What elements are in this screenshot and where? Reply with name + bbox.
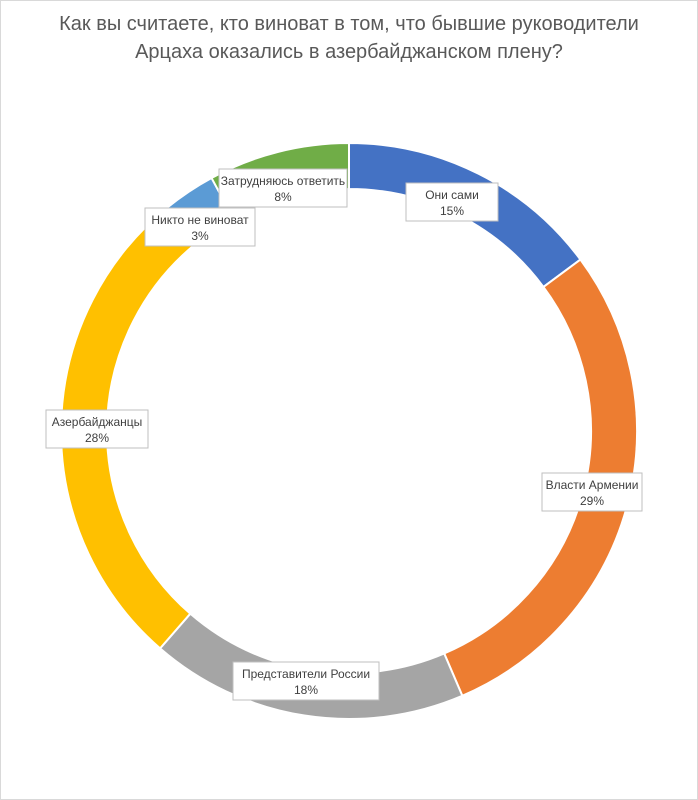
data-label-value: 3% bbox=[191, 229, 209, 243]
data-label-box bbox=[232, 661, 380, 701]
data-label-category: Власти Армении bbox=[546, 478, 639, 492]
data-label-category: Представители России bbox=[242, 667, 370, 681]
data-label-4: Азербайджанцы 28% bbox=[45, 409, 149, 449]
data-label-value: 15% bbox=[440, 204, 464, 218]
data-label-3: Представители России 18% bbox=[232, 661, 380, 701]
data-label-box bbox=[45, 409, 149, 449]
data-label-5: Никто не виноват 3% bbox=[144, 207, 256, 247]
chart-title-line-2: Арцаха оказались в азербайджанском плену… bbox=[135, 41, 563, 63]
data-label-6: Затрудняюсь ответить 8% bbox=[218, 168, 348, 208]
data-label-box bbox=[144, 207, 256, 247]
data-label-1: Они сами 15% bbox=[405, 182, 499, 222]
chart-title: Как вы считаете, кто виноват в том, что … bbox=[0, 10, 698, 66]
chart-title-line-1: Как вы считаете, кто виноват в том, что … bbox=[59, 13, 639, 35]
data-label-category: Затрудняюсь ответить bbox=[221, 174, 345, 188]
data-label-box bbox=[218, 168, 348, 208]
data-label-value: 29% bbox=[580, 494, 604, 508]
data-label-value: 18% bbox=[294, 683, 318, 697]
data-label-box bbox=[405, 182, 499, 222]
data-label-category: Азербайджанцы bbox=[52, 415, 143, 429]
data-label-value: 28% bbox=[85, 431, 109, 445]
data-label-value: 8% bbox=[274, 190, 292, 204]
data-label-2: Власти Армении 29% bbox=[541, 472, 643, 512]
data-labels: Они сами 15% Власти Армении 29% Представител… bbox=[45, 168, 643, 701]
data-label-box bbox=[541, 472, 643, 512]
data-label-category: Они сами bbox=[425, 188, 479, 202]
data-label-category: Никто не виноват bbox=[151, 213, 249, 227]
